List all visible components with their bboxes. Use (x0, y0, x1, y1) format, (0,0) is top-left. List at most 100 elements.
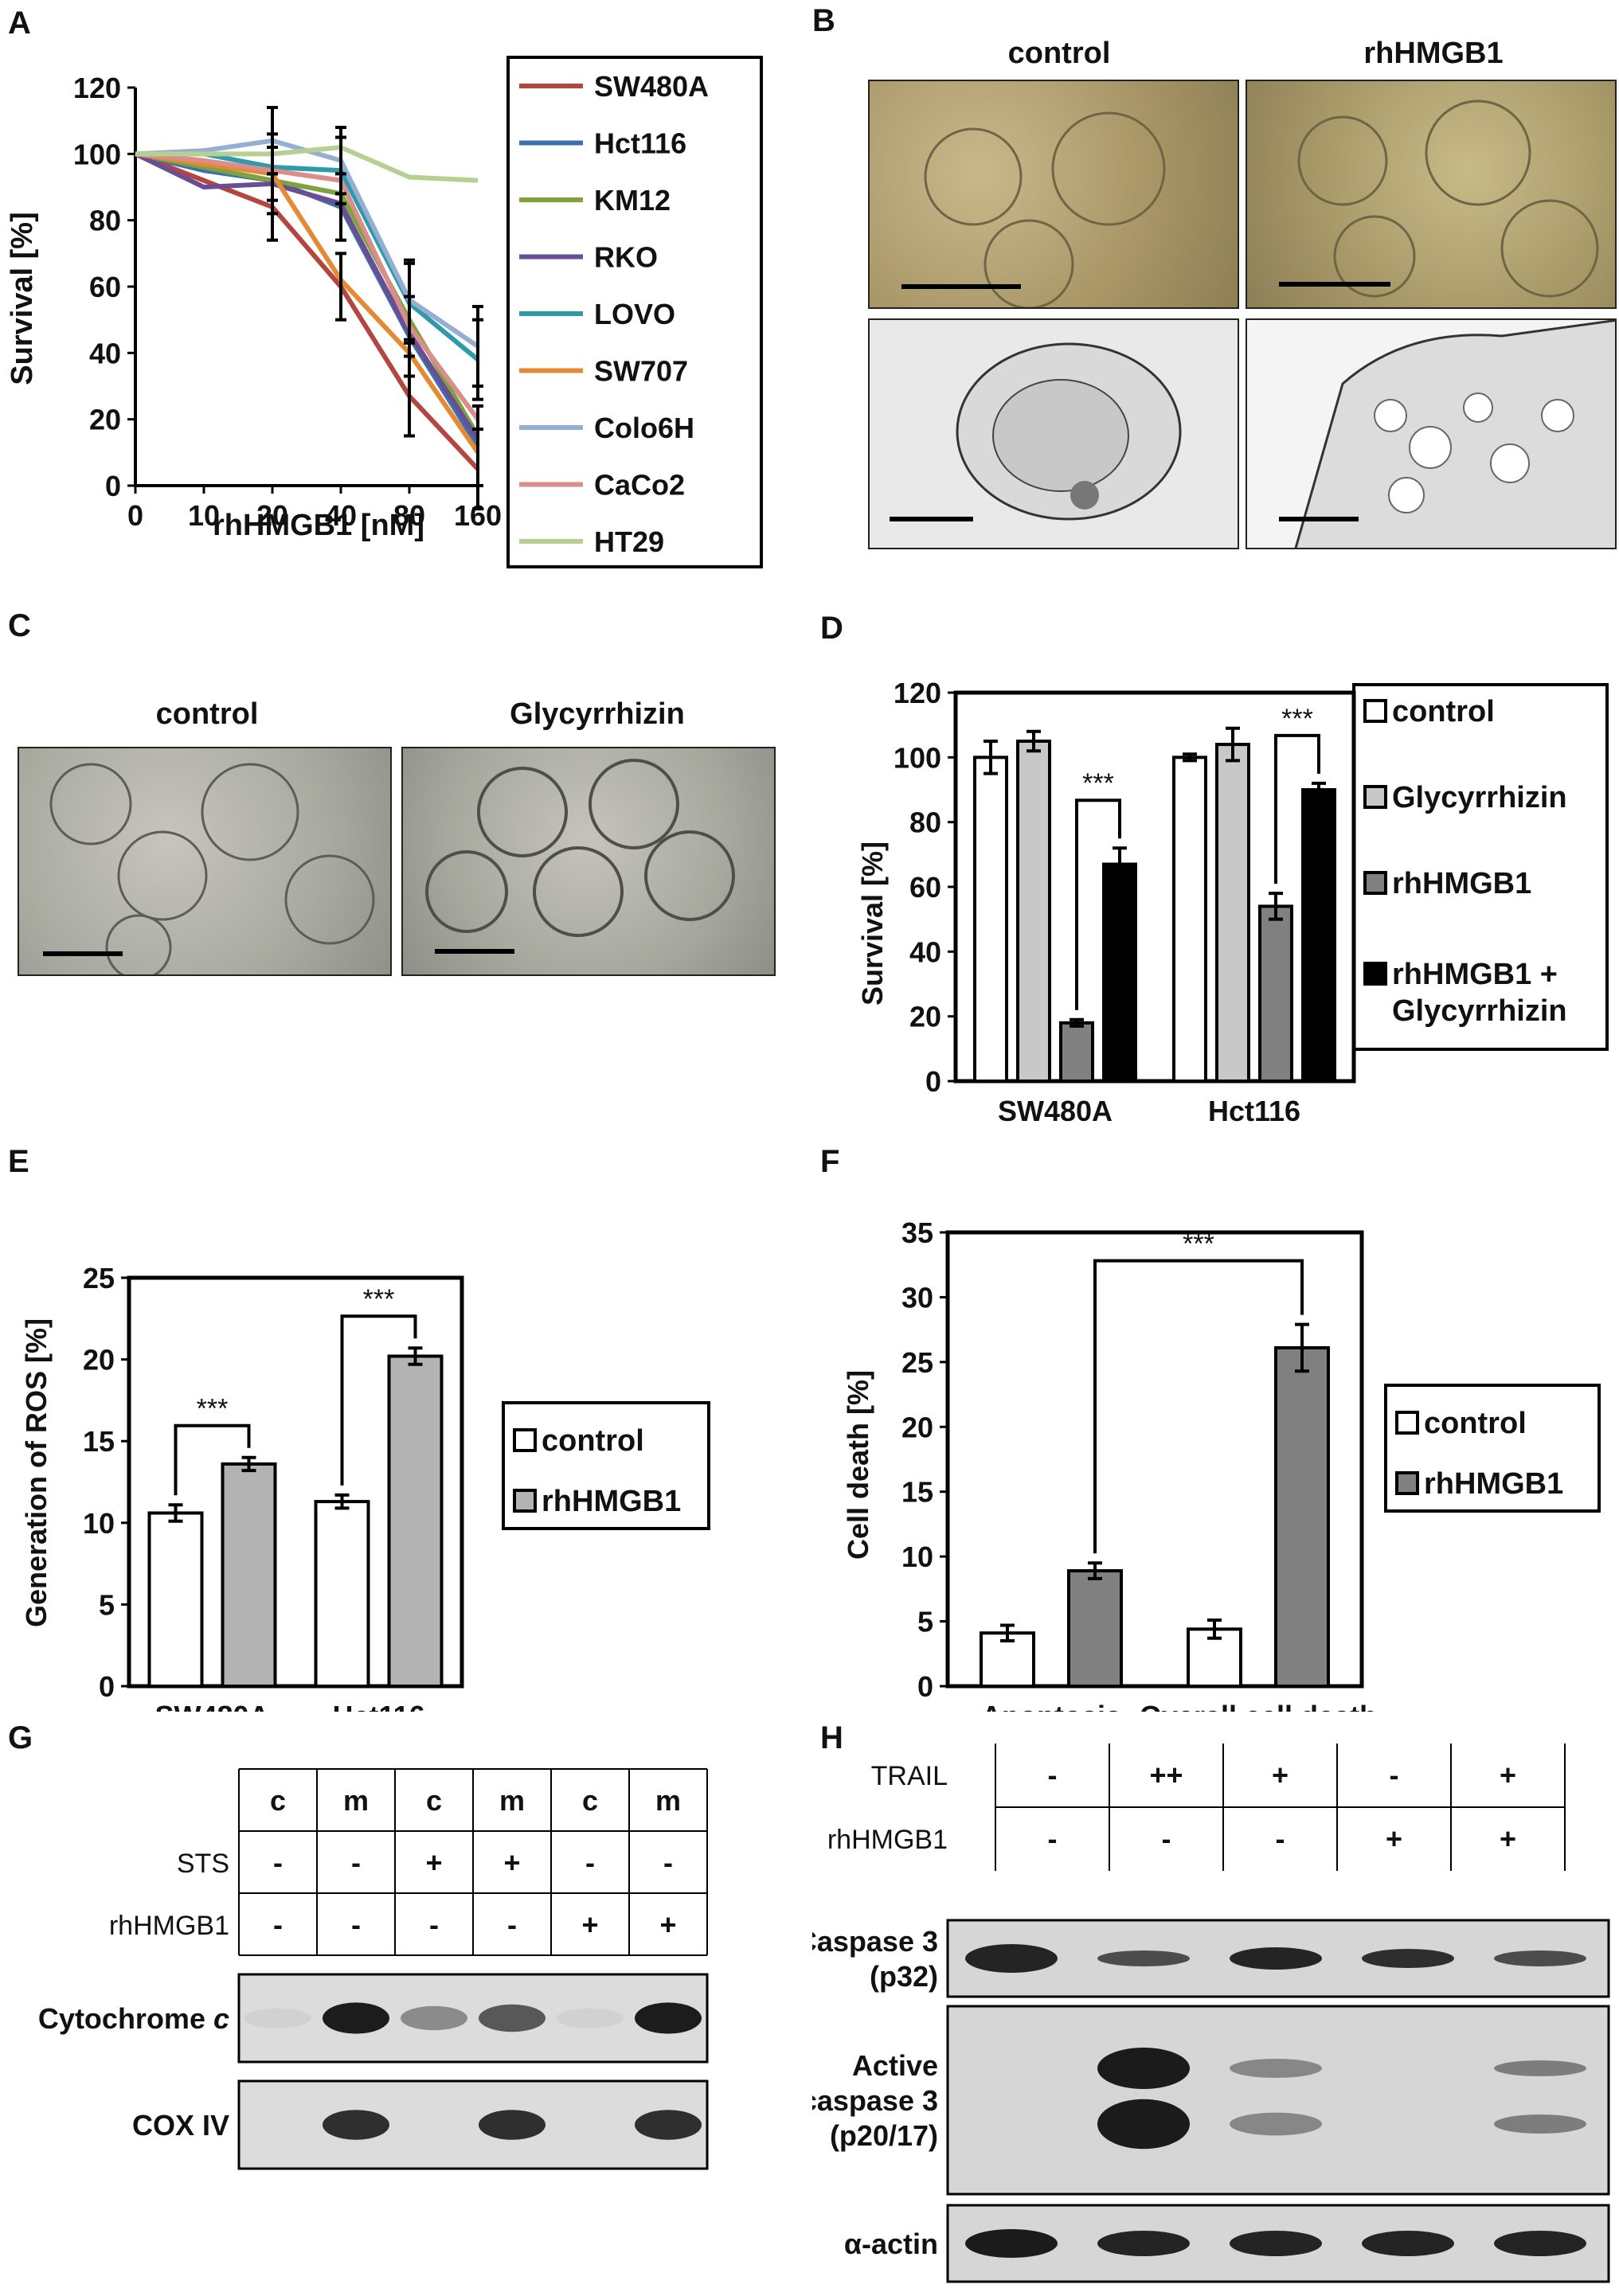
panel-e-plot-frame (127, 1275, 464, 1689)
y-tick-label: 60 (909, 871, 941, 904)
bar (1059, 1021, 1094, 1083)
table-cell: + (503, 1846, 520, 1879)
panel-a-x-tick-label: 80 (393, 499, 425, 532)
micrograph-c-glycyrrhizin (401, 747, 776, 976)
legend-label: rhHMGB1 (542, 1485, 681, 1518)
blot-band (479, 2110, 546, 2140)
panel-a-y-tick-label: 0 (105, 470, 121, 502)
table-cell: + (1386, 1822, 1402, 1855)
legend-label: Glycyrrhizin (1392, 994, 1567, 1028)
micrograph-b-control-em (868, 318, 1239, 549)
panel-e-legend-box (502, 1401, 710, 1530)
y-tick-label: 25 (901, 1346, 933, 1379)
blot-band (1230, 2059, 1322, 2078)
panel-a-legend-label: RKO (594, 241, 658, 274)
legend-swatch (1363, 699, 1387, 723)
x-tick-label: SW480A (998, 1095, 1113, 1127)
legend-label: Glycyrrhizin (1392, 781, 1567, 814)
legend-swatch (1363, 785, 1387, 809)
panel-c-caption-glycyrrhizin: Glycyrrhizin (510, 697, 685, 731)
panel-a-y-tick-label: 20 (89, 404, 121, 436)
table-cell: - (351, 1908, 361, 1941)
panel-e-ylabel: Generation of ROS [%] (20, 1318, 53, 1627)
panel-c: C control Glycyrrhizin (0, 605, 796, 1019)
blot-label: Caspase 3 (812, 1925, 938, 1958)
y-tick-label: 15 (83, 1425, 115, 1458)
table-cell: + (1500, 1822, 1516, 1855)
table-cell: - (1276, 1822, 1285, 1855)
table-row-label: rhHMGB1 (109, 1911, 229, 1941)
legend-label: rhHMGB1 (1392, 867, 1531, 900)
legend-label: rhHMGB1 (1424, 1467, 1563, 1501)
table-row-label: TRAIL (871, 1761, 948, 1791)
blot-membrane (946, 2005, 1610, 2196)
bar (1258, 904, 1293, 1083)
y-tick-label: 35 (901, 1216, 933, 1249)
panel-a-y-tick-label: 80 (89, 205, 121, 237)
legend-swatch (513, 1489, 537, 1513)
micrograph-b-control-light (868, 80, 1239, 309)
blot-band (1230, 2112, 1322, 2136)
legend-label: control (1424, 1407, 1527, 1440)
panel-a-series-line (134, 151, 480, 471)
y-tick-label: 20 (83, 1344, 115, 1376)
significance-label: *** (1082, 768, 1114, 799)
panel-h-western-blot: H TRAIL-+++-+rhHMGB1---++ Caspase 3(p32)… (812, 1720, 1610, 2283)
significance-label: *** (1281, 704, 1313, 734)
significance-label: *** (197, 1394, 229, 1424)
panel-a-legend-label: HT29 (594, 525, 664, 558)
legend-label: control (1392, 695, 1495, 728)
table-cell: + (581, 1908, 598, 1941)
significance-bracket (1093, 1259, 1304, 1554)
legend-label: control (542, 1424, 644, 1458)
bar (1301, 788, 1336, 1083)
significance-label: *** (1183, 1229, 1214, 1259)
blot-band (557, 2008, 624, 2029)
blot-band (323, 2002, 389, 2034)
blot-band (1097, 2048, 1190, 2089)
significance-bracket (340, 1314, 417, 1486)
micrograph-c-control (18, 747, 392, 976)
panel-a-x-tick-label: 0 (127, 499, 143, 532)
panel-label-f: F (820, 1144, 839, 1179)
panel-f-plot-frame (945, 1230, 1364, 1689)
blot-band (965, 2229, 1058, 2258)
panel-a-y-tick-label: 120 (73, 72, 121, 104)
table-cell: - (663, 1846, 673, 1879)
significance-bracket (1274, 733, 1320, 884)
panel-a-legend-label: Hct116 (594, 127, 686, 160)
blot-membrane (237, 2079, 709, 2170)
panel-a-x-tick-label: 10 (188, 499, 220, 532)
bar (147, 1511, 204, 1688)
table-header-cell: m (499, 1784, 525, 1817)
bar (387, 1354, 444, 1688)
panel-a-series-line (135, 151, 480, 447)
panel-a-series-line (135, 144, 479, 183)
panel-a-y-tick-label: 100 (73, 138, 121, 170)
y-tick-label: 40 (909, 935, 941, 968)
blot-label: Active (852, 2049, 938, 2082)
bar (1102, 862, 1137, 1083)
y-tick-label: 10 (83, 1507, 115, 1540)
panel-b-caption-rhhmgb1: rhHMGB1 (1363, 37, 1504, 70)
table-cell: - (351, 1846, 361, 1879)
y-tick-label: 120 (894, 677, 941, 709)
table-cell: - (1162, 1822, 1171, 1855)
panel-a-legend-label: CaCo2 (594, 469, 685, 502)
bar (221, 1462, 277, 1688)
panel-a-y-tick-label: 60 (89, 271, 121, 303)
bar (1172, 756, 1207, 1083)
panel-label-c: C (8, 608, 31, 643)
table-cell: + (659, 1908, 676, 1941)
panel-label-e: E (8, 1144, 29, 1179)
table-header-cell: m (343, 1784, 369, 1817)
x-tick-label: Apoptosis (981, 1700, 1121, 1712)
y-tick-label: 80 (909, 806, 941, 839)
y-tick-label: 15 (901, 1476, 933, 1509)
y-tick-label: 5 (917, 1606, 933, 1638)
table-cell: - (1390, 1759, 1399, 1791)
panel-a-legend-label: SW480A (594, 70, 709, 103)
table-cell: + (425, 1846, 442, 1879)
blot-band (1494, 1950, 1586, 1966)
y-tick-label: 20 (901, 1411, 933, 1443)
